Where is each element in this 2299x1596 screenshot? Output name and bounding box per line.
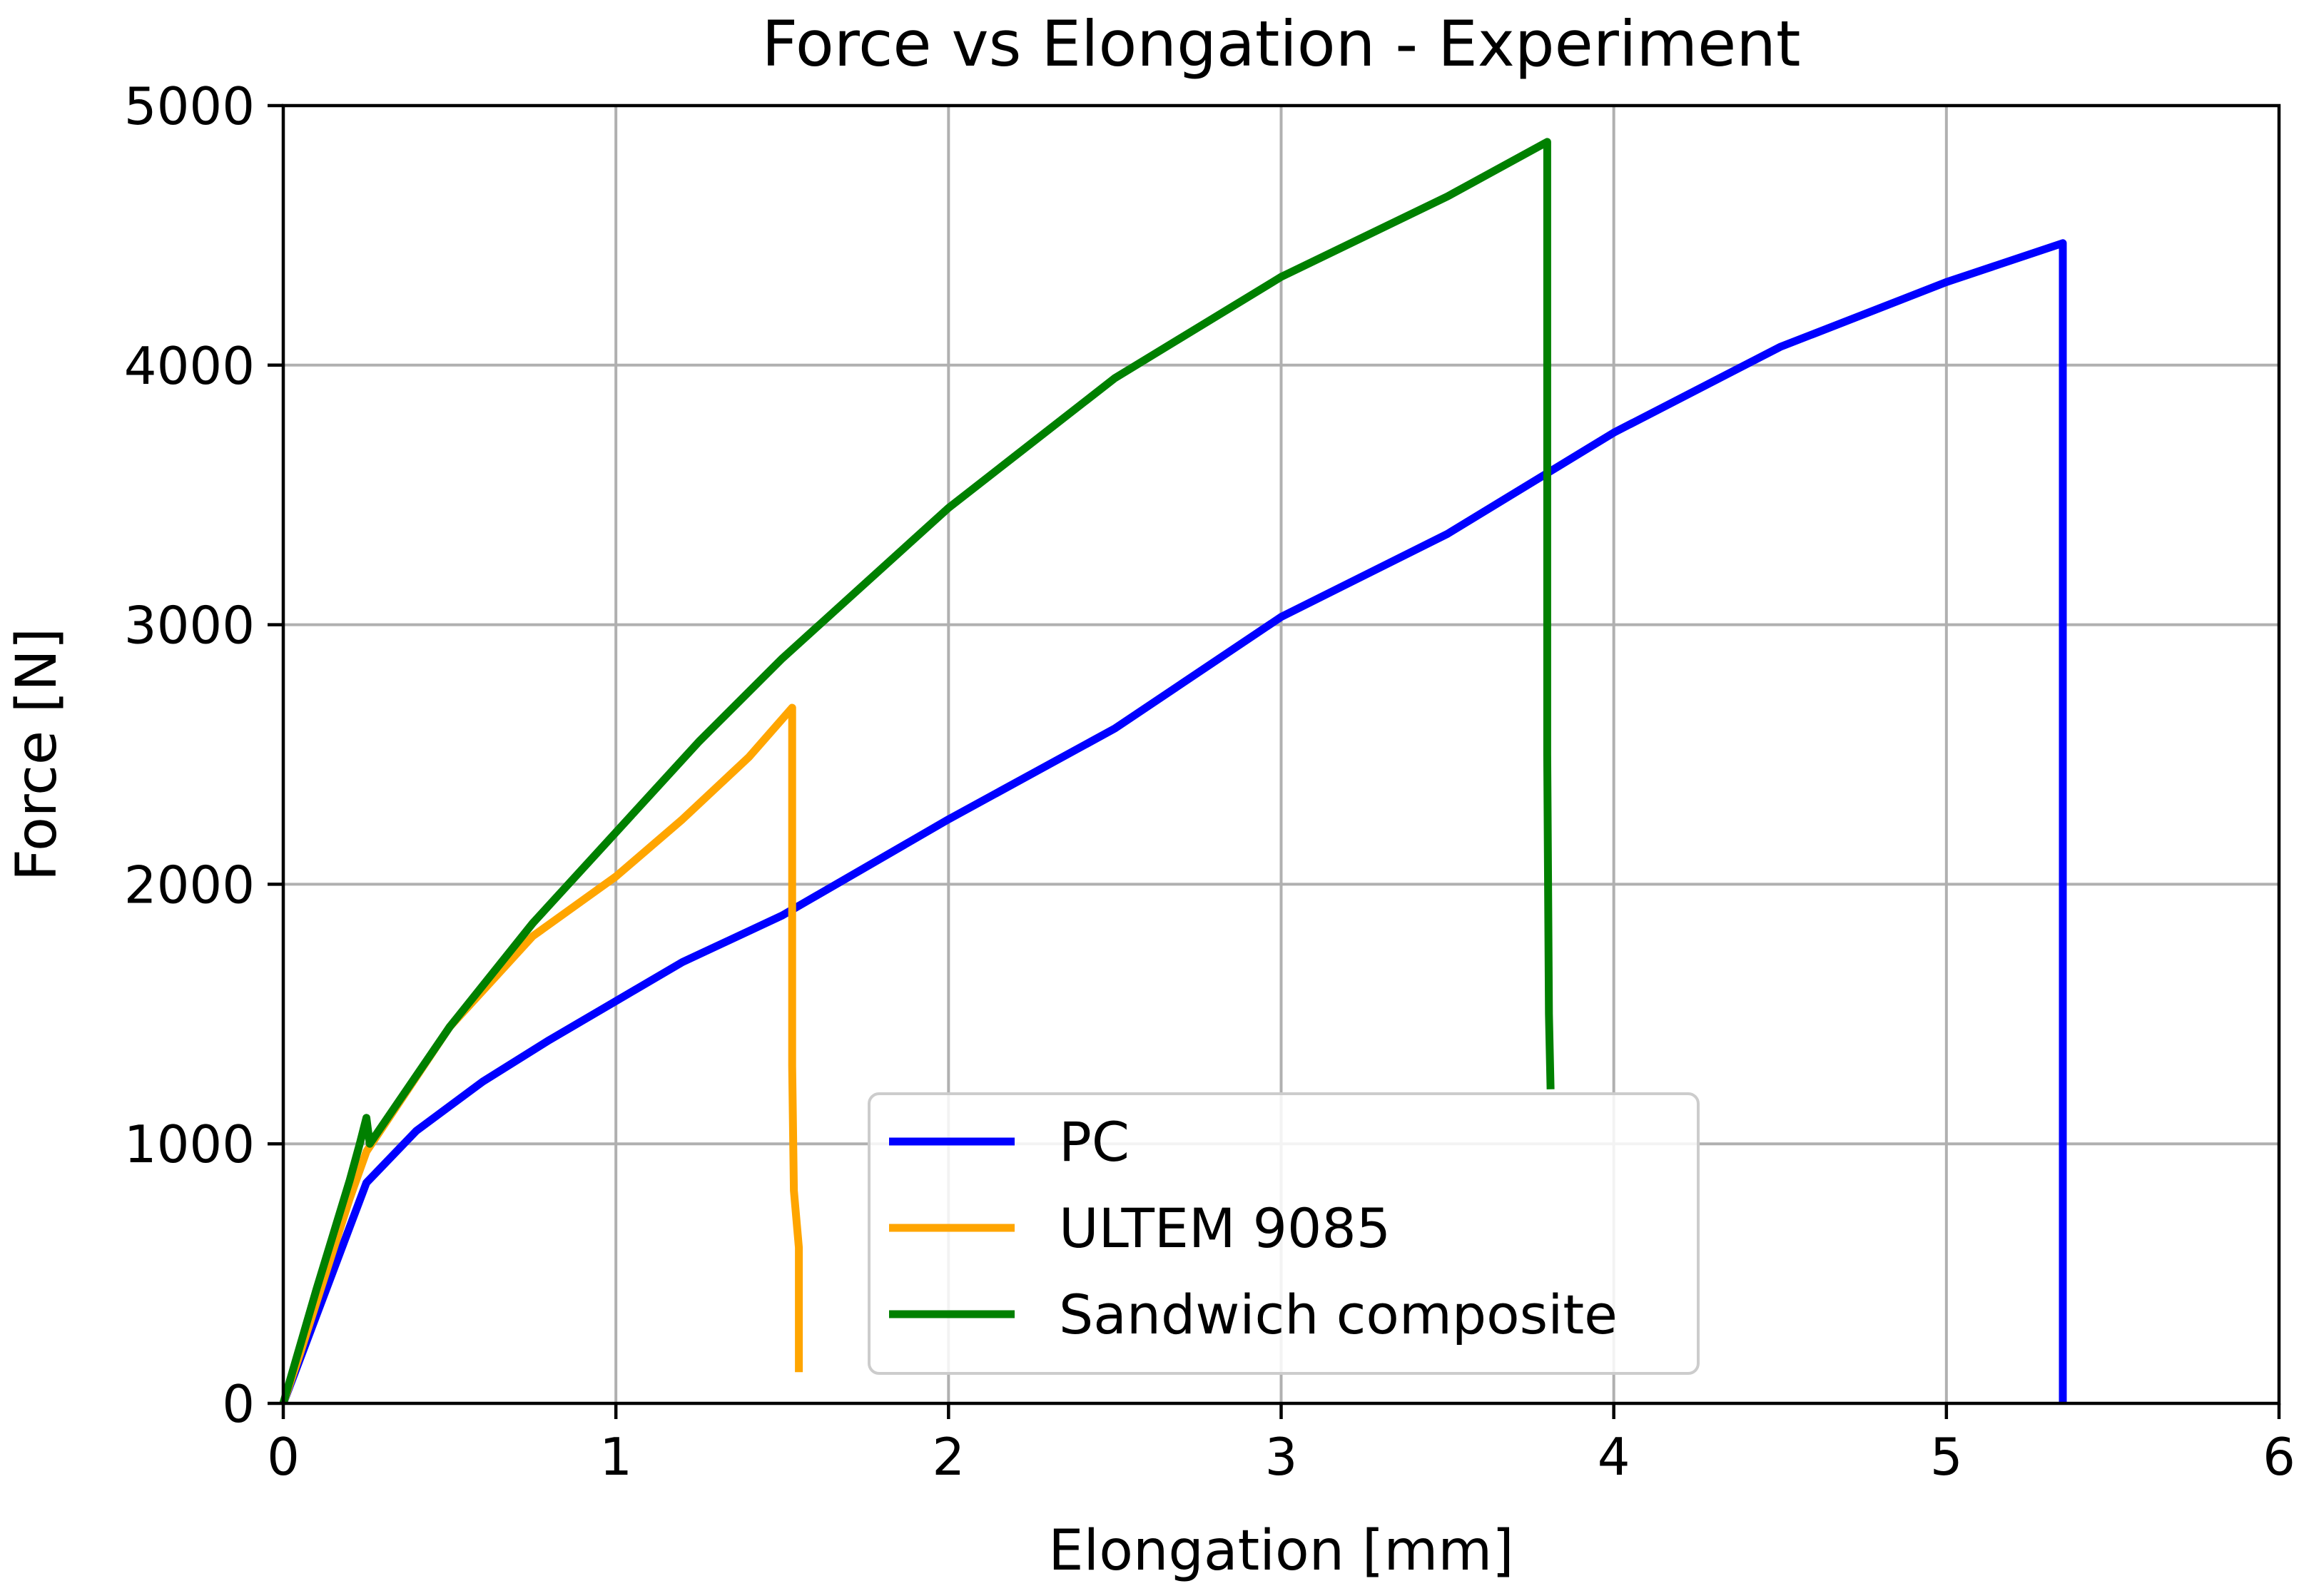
series-line-pc [279,239,2067,1405]
y-tick-label-0: 0 [222,1374,255,1434]
legend-label-pc: PC [1059,1110,1130,1174]
y-axis-label: Force [N] [5,628,69,881]
x-tick-label-0: 0 [267,1427,300,1487]
x-tick-label-4: 4 [1598,1427,1630,1487]
y-tick-label-4: 4000 [124,336,255,396]
legend-box [868,1092,1700,1375]
series-line-ultem-9085 [279,703,803,1405]
series-line-sandwich-composite [279,138,1555,1405]
legend-label-ultem-9085: ULTEM 9085 [1059,1196,1391,1260]
x-tick-label-1: 1 [599,1427,632,1487]
y-tick-label-3: 3000 [124,596,255,656]
legend: PC ULTEM 9085 Sandwich composite [868,1092,1700,1375]
x-tick-label-6: 6 [2263,1427,2295,1487]
x-axis-label: Elongation [mm] [1048,1519,1513,1583]
legend-label-sandwich-composite: Sandwich composite [1059,1283,1618,1346]
y-tick-label-5: 5000 [124,76,255,136]
y-tick-label-1: 1000 [124,1114,255,1174]
chart-title: Force vs Elongation - Experiment [761,7,1800,81]
x-tick-label-2: 2 [932,1427,965,1487]
legend-items: PC ULTEM 9085 Sandwich composite [889,1110,1618,1346]
y-tick-label-2: 2000 [124,855,255,915]
series-layer [279,138,2067,1405]
x-tick-label-3: 3 [1265,1427,1298,1487]
x-tick-label-5: 5 [1930,1427,1963,1487]
ticks-layer: 0 1 2 3 4 5 6 0 1000 2000 3000 4000 5000 [124,76,2295,1487]
